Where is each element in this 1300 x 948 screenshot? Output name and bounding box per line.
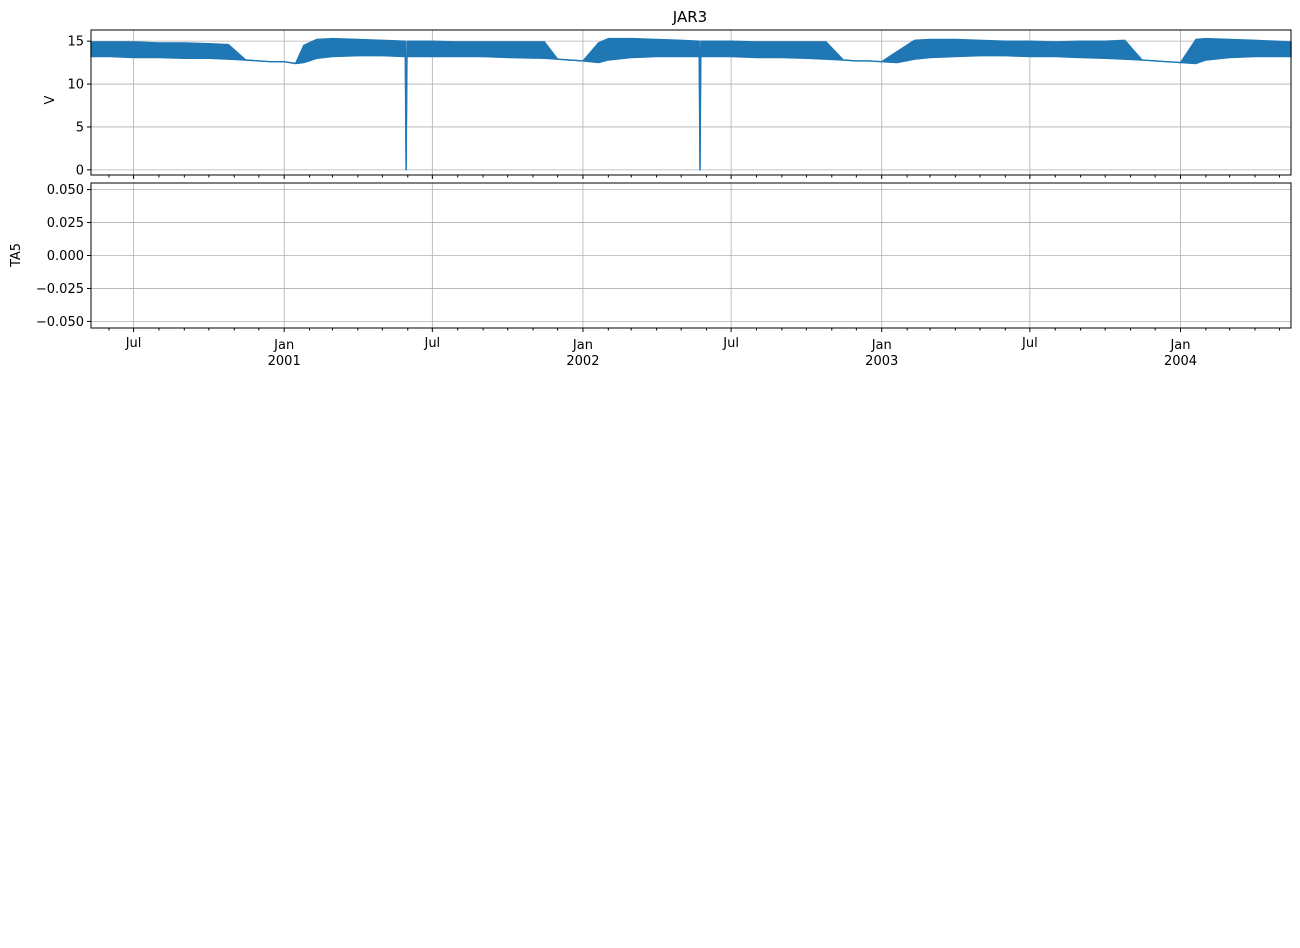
y-tick-label-ta5-1: −0.025 — [36, 282, 84, 297]
y-axis-label-ta5: TA5 — [9, 243, 24, 268]
y-tick-label-ta5-3: 0.025 — [47, 216, 84, 231]
y-tick-label-ta5-2: 0.000 — [47, 249, 84, 264]
x-tick-label-mid-1: Jul — [423, 336, 440, 351]
x-tick-label-major-month-3: Jan — [1169, 338, 1190, 353]
chart-title: JAR3 — [672, 8, 707, 26]
y-axis-label-voltage: V — [43, 95, 58, 104]
x-tick-label-major-year-2: 2003 — [865, 354, 898, 369]
x-tick-label-mid-3: Jul — [1021, 336, 1038, 351]
x-tick-label-major-month-0: Jan — [273, 338, 294, 353]
series-line-voltage-0 — [91, 46, 1292, 170]
x-tick-label-mid-2: Jul — [722, 336, 739, 351]
y-tick-label-voltage-0: 0 — [76, 163, 84, 178]
x-tick-label-major-year-3: 2004 — [1164, 354, 1197, 369]
x-tick-label-mid-0: Jul — [125, 336, 142, 351]
series-band-voltage-0 — [90, 37, 1292, 171]
ta5-panel: −0.050 −0.025 0.000 0.025 0.050 Jul Jul Jul Jul J… — [36, 182, 1292, 369]
y-tick-label-voltage-2: 10 — [67, 78, 84, 93]
y-tick-label-voltage-3: 15 — [67, 35, 84, 50]
x-tick-label-major-month-2: Jan — [871, 338, 892, 353]
x-tick-label-major-year-1: 2002 — [566, 354, 599, 369]
x-tick-label-major-month-1: Jan — [572, 338, 593, 353]
voltage-panel: 0 5 10 15 — [67, 29, 1292, 179]
y-tick-label-ta5-0: −0.050 — [36, 315, 84, 330]
y-tick-label-ta5-4: 0.050 — [47, 183, 84, 198]
plot-frame-voltage — [90, 29, 1292, 176]
y-tick-label-voltage-1: 5 — [76, 120, 84, 135]
x-tick-label-major-year-0: 2001 — [268, 354, 301, 369]
